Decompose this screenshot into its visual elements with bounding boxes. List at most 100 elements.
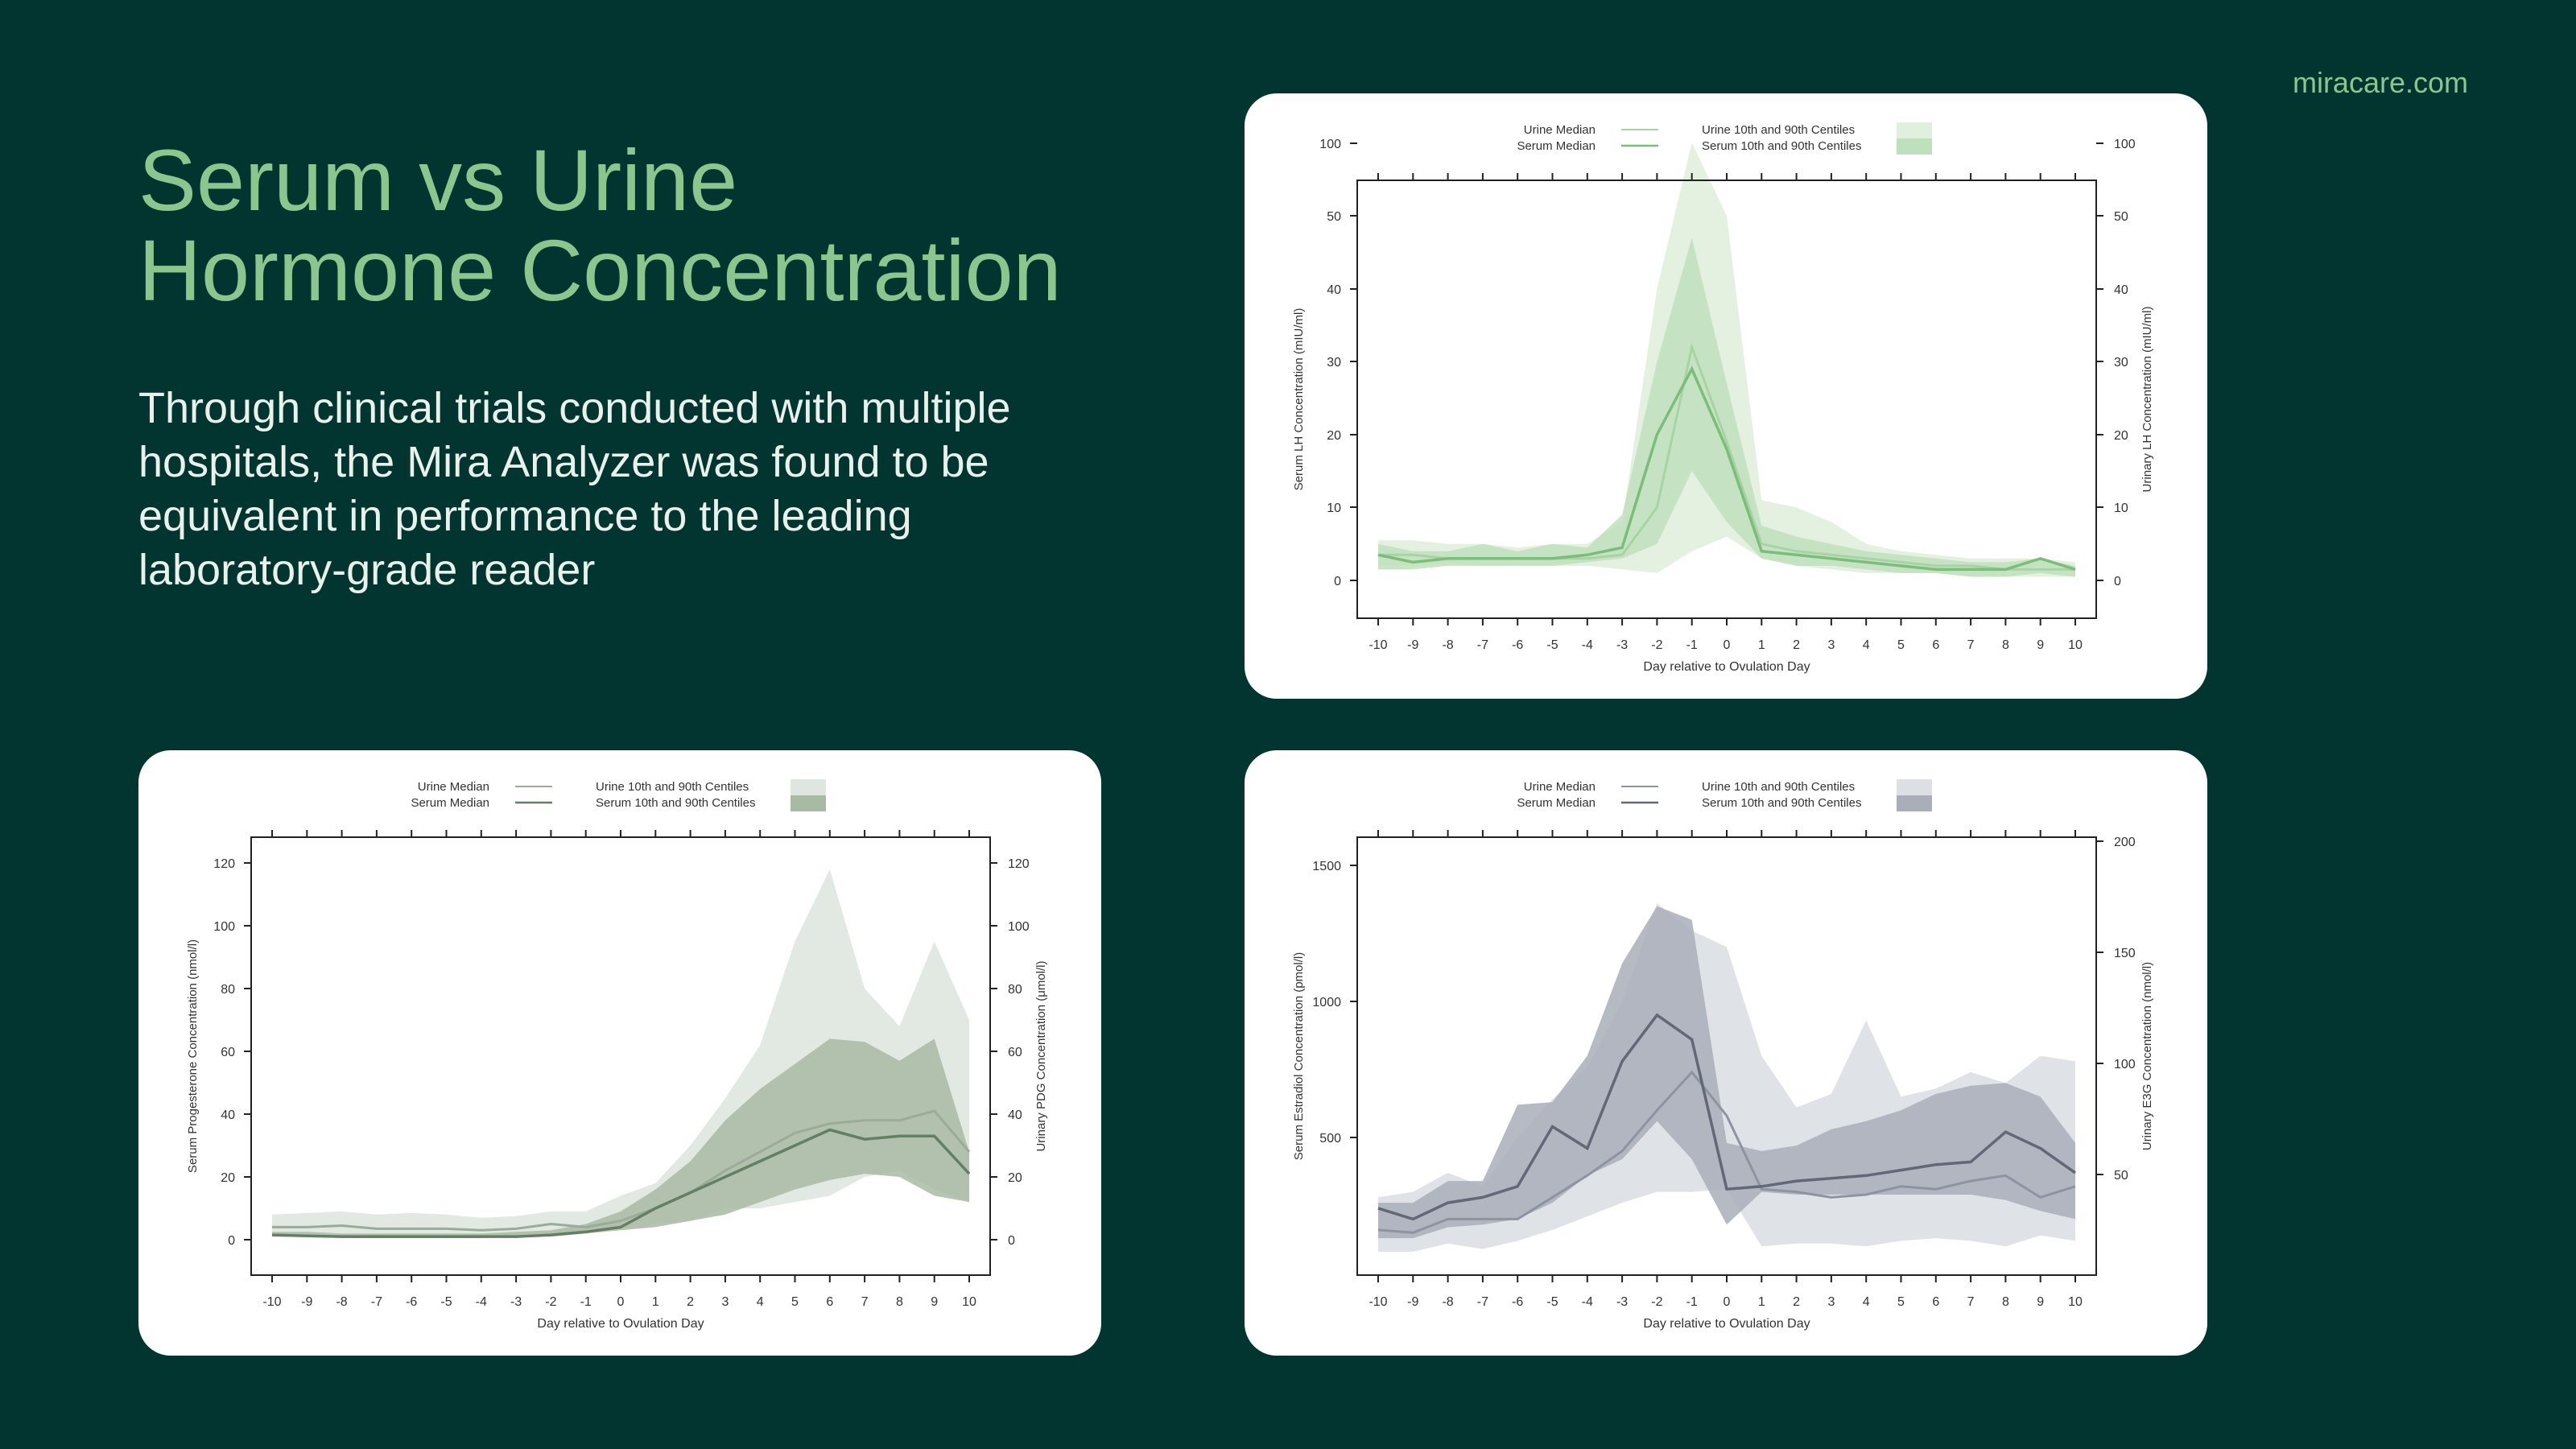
- x-tick-label: -9: [301, 1295, 312, 1309]
- plot-area: [1377, 903, 2077, 1252]
- x-tick-label: -10: [262, 1295, 281, 1309]
- legend-serum-median-label: Serum Median: [411, 796, 489, 810]
- y-tick-label-left: 500: [1319, 1132, 1341, 1146]
- y-tick-label-right: 10: [2114, 502, 2128, 515]
- plot-area: [271, 869, 971, 1238]
- serum-line: [1377, 365, 2076, 572]
- page-title: Serum vs Urine Hormone Concentration: [138, 135, 1185, 316]
- y-tick-label-left: 50: [1327, 210, 1341, 224]
- urine-line: [1377, 1070, 2076, 1234]
- legend-urine-band-swatch: [1897, 779, 1932, 795]
- x-tick-label: -6: [406, 1295, 417, 1309]
- y-tick-label-right: 30: [2114, 356, 2128, 369]
- y-tick-label-right: 100: [2114, 1058, 2136, 1071]
- y-tick-label-right: 40: [1008, 1108, 1022, 1122]
- x-tick-label: -6: [1512, 638, 1523, 652]
- y-tick-label-left: 60: [221, 1046, 235, 1059]
- y-tick-label-left: 1000: [1312, 996, 1341, 1009]
- y-tick-label-right: 40: [2114, 283, 2128, 297]
- x-tick-label: -8: [336, 1295, 347, 1309]
- x-tick-label: 3: [721, 1295, 729, 1309]
- y-tick-label-right: 50: [2114, 210, 2128, 224]
- x-tick-label: 4: [757, 1295, 764, 1309]
- y-tick-label-right: 200: [2114, 836, 2136, 849]
- x-tick-label: -8: [1442, 1295, 1453, 1309]
- x-tick-label: -2: [1651, 638, 1662, 652]
- x-tick-label: 2: [687, 1295, 694, 1309]
- x-tick-label: -3: [1616, 638, 1628, 652]
- y-tick-label-left: 1500: [1312, 860, 1341, 873]
- y-tick-label-right: 50: [2114, 1169, 2128, 1183]
- x-tick-label: 8: [2002, 1295, 2009, 1309]
- serum-line: [1377, 1013, 2077, 1221]
- legend-urine-median-label: Urine Median: [1524, 123, 1596, 137]
- legend-serum-band-swatch: [791, 795, 826, 811]
- x-tick-label: 5: [791, 1295, 799, 1309]
- x-tick-label: -4: [1582, 638, 1593, 652]
- x-tick-label: 3: [1827, 638, 1835, 652]
- legend-serum-median-label: Serum Median: [1517, 796, 1596, 810]
- x-tick-label: 7: [861, 1295, 869, 1309]
- x-tick-label: 3: [1827, 1295, 1835, 1309]
- y-tick-label-left: 20: [1327, 429, 1341, 443]
- x-tick-label: 5: [1897, 1295, 1905, 1309]
- y-axis-label-right: Urinary PDG Concentration (μmol/l): [1034, 960, 1048, 1151]
- title-line-2: Hormone Concentration: [138, 221, 1062, 319]
- x-axis-label: Day relative to Ovulation Day: [1643, 660, 1810, 674]
- x-tick-label: 0: [1724, 1295, 1731, 1309]
- y-tick-label-left: 20: [221, 1171, 235, 1185]
- legend-urine-band-label: Urine 10th and 90th Centiles: [596, 780, 749, 794]
- x-tick-label: 6: [1932, 1295, 1939, 1309]
- legend-urine-band-swatch: [791, 779, 826, 795]
- x-tick-label: 1: [1758, 638, 1765, 652]
- x-tick-label: -9: [1407, 638, 1418, 652]
- legend: Urine Median Serum Median Urine 10th and 9…: [1517, 779, 1932, 811]
- y-tick-label-left: 30: [1327, 356, 1341, 369]
- legend-urine-band-label: Urine 10th and 90th Centiles: [1702, 123, 1855, 137]
- x-tick-label: 6: [826, 1295, 833, 1309]
- legend-serum-band-label: Serum 10th and 90th Centiles: [1702, 139, 1861, 153]
- legend-serum-band-label: Serum 10th and 90th Centiles: [596, 796, 755, 810]
- x-tick-label: -7: [1477, 638, 1488, 652]
- e3g-chart-card: Urine Median Serum Median Urine 10th and 9…: [1245, 750, 2207, 1356]
- y-axis-left: 500 1000 1500 Serum Estradiol Concentration…: [1292, 860, 1357, 1160]
- y-tick-label-right: 120: [1008, 857, 1030, 871]
- x-tick-label: 0: [617, 1295, 625, 1309]
- legend-urine-median-label: Urine Median: [1524, 780, 1596, 794]
- x-tick-label: 1: [1758, 1295, 1765, 1309]
- x-tick-label: -2: [545, 1295, 556, 1309]
- x-tick-label: 4: [1863, 1295, 1870, 1309]
- y-axis-label-right: Urinary E3G Concentration (nmol/l): [2140, 962, 2154, 1150]
- x-tick-label: -1: [1686, 1295, 1698, 1309]
- lh-chart: Urine Median Serum Median Urine 10th and 9…: [1292, 122, 2154, 674]
- brand-link[interactable]: miracare.com: [2292, 66, 2468, 99]
- legend: Urine Median Serum Median Urine 10th and 9…: [411, 779, 826, 811]
- legend-urine-band-swatch: [1897, 122, 1932, 138]
- x-tick-label: -4: [476, 1295, 487, 1309]
- x-tick-label: 2: [1793, 1295, 1800, 1309]
- y-axis-right: 0 20 40 60 80 100 120 Urinary PDG Concentration…: [990, 857, 1048, 1248]
- x-tick-label: -5: [440, 1295, 452, 1309]
- x-axis-label: Day relative to Ovulation Day: [1643, 1317, 1810, 1331]
- y-axis-right: 50 100 150 200 Urinary E3G Concentration (nm…: [2096, 836, 2154, 1183]
- serum-band-area: [1378, 237, 2075, 577]
- lh-chart-card: Urine Median Serum Median Urine 10th and 9…: [1245, 93, 2207, 699]
- y-tick-label-left: 100: [1319, 138, 1341, 151]
- y-axis-right: 0 10 20 30 40 50 100 Urinary LH Concentration (…: [2096, 138, 2154, 588]
- x-tick-label: 7: [1967, 1295, 1975, 1309]
- y-tick-label-right: 150: [2114, 947, 2136, 960]
- x-tick-label: -3: [510, 1295, 522, 1309]
- x-tick-label: 8: [2002, 638, 2009, 652]
- y-tick-label-right: 20: [2114, 429, 2128, 443]
- title-line-1: Serum vs Urine: [138, 131, 738, 229]
- serum-line: [271, 1128, 971, 1238]
- x-tick-label: 8: [896, 1295, 903, 1309]
- legend-serum-band-swatch: [1897, 138, 1932, 155]
- y-axis-left: 0 20 40 60 80 100 120 Serum Progesterone Concen…: [186, 857, 251, 1248]
- x-axis-label: Day relative to Ovulation Day: [537, 1317, 704, 1331]
- x-tick-label: -9: [1407, 1295, 1418, 1309]
- legend-urine-band-label: Urine 10th and 90th Centiles: [1702, 780, 1855, 794]
- plot-area: [1377, 142, 2076, 577]
- y-tick-label-left: 120: [213, 857, 235, 871]
